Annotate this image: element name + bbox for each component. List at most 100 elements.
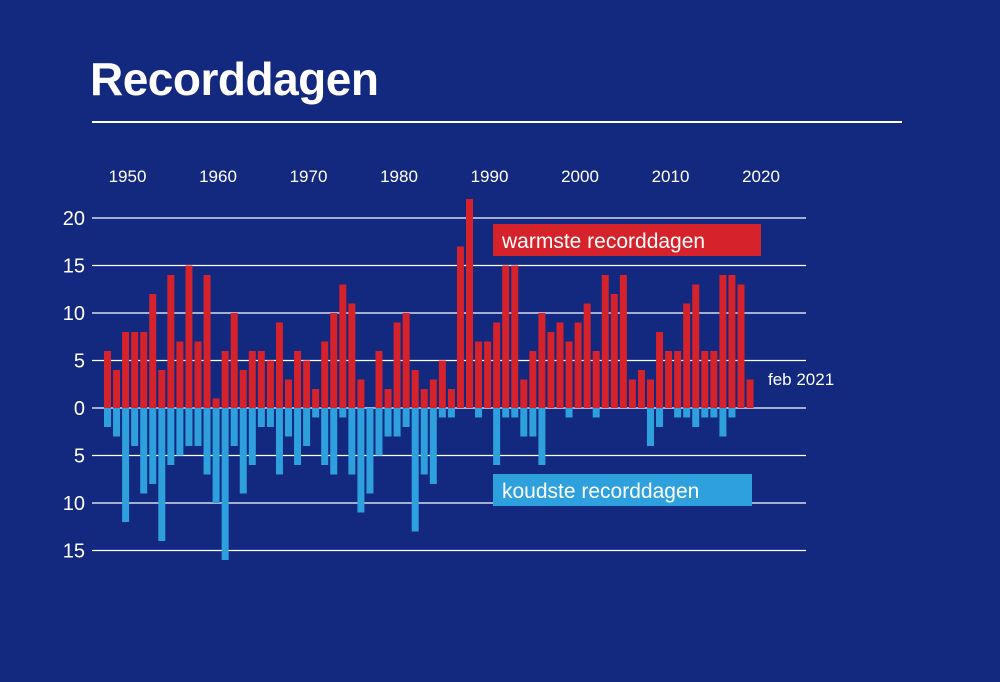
warm-bar [665,351,673,408]
cold-bar [429,408,437,484]
warm-bar [122,332,130,408]
warm-bar [710,351,718,408]
warm-bar [674,351,682,408]
y-tick-label: 5 [74,446,85,468]
y-tick-label: 20 [63,208,85,230]
cold-bar [402,408,410,427]
cold-bar [113,408,121,437]
warm-bar [520,379,528,408]
cold-bar [565,408,573,418]
cold-bar [303,408,311,446]
cold-bar [275,408,283,475]
y-tick-label: 10 [63,303,85,325]
warm-bar [484,341,492,408]
cold-series-label: koudste recorddagen [493,474,752,506]
warm-bar [203,275,211,408]
cold-bar [520,408,528,437]
warm-bar [447,389,455,408]
cold-bar [131,408,139,446]
cold-bar [149,408,157,484]
cold-bar [701,408,709,418]
cold-bar [393,408,401,437]
cold-bar [230,408,238,446]
title-divider [92,121,902,123]
warm-bar [312,389,320,408]
cold-bar [167,408,175,465]
warm-series-label-text: warmste recorddagen [501,230,705,253]
y-tick-label: 15 [63,541,85,563]
cold-bar [411,408,419,532]
warm-bar [221,351,229,408]
cold-bar [294,408,302,465]
warm-bar [683,303,691,408]
warm-bar [294,351,302,408]
cold-bar [185,408,193,446]
warm-bar [212,398,220,408]
warm-bar [637,370,645,408]
cold-bar [312,408,320,418]
warm-bar [411,370,419,408]
cold-bar [674,408,682,418]
cold-bar [248,408,256,465]
cold-bar [366,408,374,494]
warm-bar [140,332,148,408]
warm-bar [357,379,365,408]
cold-bar [266,408,274,427]
warm-bar [239,370,247,408]
cold-bar [140,408,148,494]
cold-bar [339,408,347,418]
warm-bar [701,351,709,408]
warm-bar [257,351,265,408]
cold-bar [502,408,510,418]
warm-bar [547,332,555,408]
cold-bar [656,408,664,427]
warm-bar [339,284,347,408]
cold-series-label-text: koudste recorddagen [502,480,699,503]
x-tick-label: 1970 [290,167,328,186]
cold-bar [538,408,546,465]
warm-bar [149,294,157,408]
warm-bar [266,360,274,408]
cold-bar [348,408,356,475]
warm-bar [330,313,338,408]
warm-bar [429,379,437,408]
cold-bar [493,408,501,465]
cold-bar [221,408,229,560]
warm-bar [248,351,256,408]
cold-bar [719,408,727,437]
cold-bar [257,408,265,427]
warm-bar [656,332,664,408]
warm-bar [475,341,483,408]
warm-bars [104,199,754,408]
warm-bar [628,379,636,408]
warm-bar [158,370,166,408]
warm-bar [493,322,501,408]
warm-bar [601,275,609,408]
warm-series-label: warmste recorddagen [493,224,761,256]
cold-bar [647,408,654,446]
warm-bar [692,284,700,408]
warm-bar [647,379,654,408]
warm-bar [230,313,238,408]
warm-bar [384,389,392,408]
warm-bar [113,370,121,408]
warm-bar [375,351,383,408]
warm-bar [321,341,329,408]
cold-bar [357,408,365,513]
cold-bar [330,408,338,475]
cold-bar [692,408,700,427]
warm-bar [285,379,292,408]
cold-bar [321,408,329,465]
cold-bar [158,408,166,541]
warm-bar [574,322,582,408]
warm-bar [719,275,727,408]
cold-bar [203,408,211,475]
cold-bar [475,408,483,418]
warm-bar [502,265,510,408]
cold-bar [447,408,455,418]
cold-bar [375,408,383,456]
cold-bar [104,408,111,427]
cold-bar [212,408,220,503]
warm-bar [402,313,410,408]
